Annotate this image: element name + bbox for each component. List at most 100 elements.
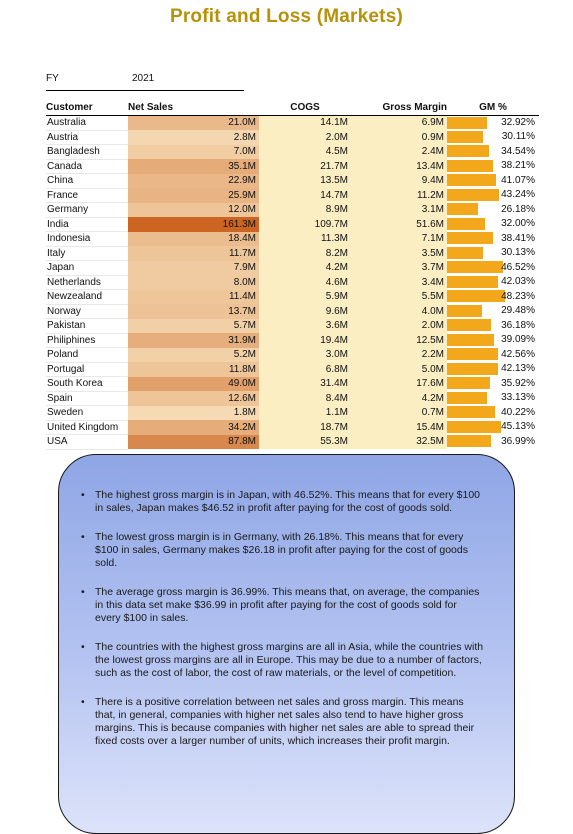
- cell-customer: South Korea: [46, 376, 128, 392]
- gm-bar: [447, 275, 498, 288]
- table-row[interactable]: Italy 11.7M 8.2M 3.5M 30.13%: [46, 246, 539, 261]
- cell-gross-margin: 5.5M: [351, 289, 447, 304]
- cell-net-sales: 12.6M: [128, 391, 259, 406]
- cell-cogs: 11.3M: [259, 231, 351, 246]
- gm-pct-text: 48.23%: [501, 290, 535, 302]
- table-row[interactable]: Sweden 1.8M 1.1M 0.7M 40.22%: [46, 405, 539, 421]
- gm-bar: [447, 304, 482, 317]
- cell-customer: Netherlands: [46, 275, 128, 290]
- header-gm-pct[interactable]: GM %: [447, 100, 539, 116]
- cell-gross-margin: 3.4M: [351, 275, 447, 290]
- cell-gm-pct: 48.23%: [447, 290, 539, 305]
- table-row[interactable]: Indonesia 18.4M 11.3M 7.1M 38.41%: [46, 231, 539, 247]
- table-row[interactable]: France 25.9M 14.7M 11.2M 43.24%: [46, 188, 539, 203]
- gm-bar: [447, 130, 483, 143]
- table-row[interactable]: USA 87.8M 55.3M 32.5M 36.99%: [46, 434, 539, 450]
- cell-gross-margin: 7.1M: [351, 231, 447, 246]
- cell-net-sales: 5.2M: [128, 347, 259, 362]
- table-row[interactable]: Portugal 11.8M 6.8M 5.0M 42.13%: [46, 362, 539, 377]
- cell-net-sales: 7.0M: [128, 144, 259, 159]
- table-row[interactable]: Bangladesh 7.0M 4.5M 2.4M 34.54%: [46, 144, 539, 160]
- cell-customer: Poland: [46, 347, 128, 363]
- table-row[interactable]: China 22.9M 13.5M 9.4M 41.07%: [46, 173, 539, 189]
- insight-item: • The countries with the highest gross ma…: [81, 641, 484, 680]
- cell-gm-pct: 46.52%: [447, 261, 539, 276]
- insight-item: • There is a positive correlation between…: [81, 696, 484, 748]
- cell-net-sales: 13.7M: [128, 304, 259, 319]
- cell-net-sales: 25.9M: [128, 188, 259, 203]
- gm-bar: [447, 188, 499, 201]
- table-row[interactable]: Netherlands 8.0M 4.6M 3.4M 42.03%: [46, 275, 539, 290]
- cell-gross-margin: 6.9M: [351, 115, 447, 130]
- gm-bar: [447, 159, 493, 172]
- table-row[interactable]: Germany 12.0M 8.9M 3.1M 26.18%: [46, 202, 539, 218]
- cell-customer: Bangladesh: [46, 144, 128, 160]
- cell-gm-pct: 38.21%: [447, 159, 539, 174]
- table-row[interactable]: Poland 5.2M 3.0M 2.2M 42.56%: [46, 347, 539, 363]
- cell-customer: United Kingdom: [46, 420, 128, 435]
- table-row[interactable]: Canada 35.1M 21.7M 13.4M 38.21%: [46, 159, 539, 174]
- cell-gm-pct: 26.18%: [447, 203, 539, 218]
- table-row[interactable]: Japan 7.9M 4.2M 3.7M 46.52%: [46, 260, 539, 276]
- cell-customer: Indonesia: [46, 231, 128, 247]
- gm-pct-text: 38.21%: [501, 160, 535, 171]
- table-row[interactable]: Newzealand 11.4M 5.9M 5.5M 48.23%: [46, 289, 539, 305]
- gm-pct-text: 46.52%: [501, 261, 535, 273]
- cell-cogs: 4.2M: [259, 260, 351, 275]
- cell-customer: China: [46, 173, 128, 189]
- cell-customer: Philiphines: [46, 333, 128, 348]
- gm-pct-text: 33.13%: [501, 392, 535, 403]
- cell-gross-margin: 3.7M: [351, 260, 447, 275]
- cell-net-sales: 7.9M: [128, 260, 259, 275]
- cell-gross-margin: 5.0M: [351, 362, 447, 377]
- cell-gross-margin: 2.2M: [351, 347, 447, 362]
- header-customer[interactable]: Customer: [46, 100, 128, 116]
- header-cogs[interactable]: COGS: [259, 100, 351, 116]
- insight-text: The countries with the highest gross mar…: [95, 641, 484, 679]
- table-row[interactable]: United Kingdom 34.2M 18.7M 15.4M 45.13%: [46, 420, 539, 435]
- cell-customer: Pakistan: [46, 318, 128, 334]
- cell-gm-pct: 42.56%: [447, 348, 539, 363]
- cell-cogs: 18.7M: [259, 420, 351, 435]
- cell-gross-margin: 2.0M: [351, 318, 447, 333]
- gm-pct-text: 39.09%: [501, 334, 535, 345]
- cell-net-sales: 8.0M: [128, 275, 259, 290]
- table-row[interactable]: Pakistan 5.7M 3.6M 2.0M 36.18%: [46, 318, 539, 334]
- header-gross-margin[interactable]: Gross Margin: [351, 100, 447, 116]
- cell-net-sales: 2.8M: [128, 130, 259, 145]
- cell-gm-pct: 42.13%: [447, 362, 539, 377]
- cell-net-sales: 31.9M: [128, 333, 259, 348]
- cell-customer: Norway: [46, 304, 128, 319]
- cell-gm-pct: 42.03%: [447, 275, 539, 290]
- table-row[interactable]: Spain 12.6M 8.4M 4.2M 33.13%: [46, 391, 539, 406]
- cell-gm-pct: 43.24%: [447, 188, 539, 203]
- cell-gm-pct: 33.13%: [447, 391, 539, 406]
- insights-callout: • The highest gross margin is in Japan, w…: [58, 454, 515, 834]
- cell-cogs: 3.6M: [259, 318, 351, 333]
- gm-bar: [447, 406, 495, 419]
- cell-gross-margin: 32.5M: [351, 434, 447, 449]
- table-row[interactable]: Austria 2.8M 2.0M 0.9M 30.11%: [46, 130, 539, 145]
- cell-customer: Japan: [46, 260, 128, 276]
- header-net-sales[interactable]: Net Sales: [128, 100, 259, 116]
- gm-bar: [447, 348, 498, 361]
- gm-pct-text: 43.24%: [501, 189, 535, 200]
- gm-bar: [447, 217, 485, 230]
- gm-bar: [447, 362, 498, 375]
- table-row[interactable]: Philiphines 31.9M 19.4M 12.5M 39.09%: [46, 333, 539, 348]
- cell-gross-margin: 0.7M: [351, 405, 447, 420]
- cell-customer: USA: [46, 434, 128, 450]
- cell-customer: Austria: [46, 130, 128, 145]
- fiscal-year-row: FY 2021: [46, 73, 244, 91]
- table-row[interactable]: Australia 21.0M 14.1M 6.9M 32.92%: [46, 115, 539, 131]
- table-row[interactable]: Norway 13.7M 9.6M 4.0M 29.48%: [46, 304, 539, 319]
- cell-gross-margin: 15.4M: [351, 420, 447, 435]
- cell-gross-margin: 51.6M: [351, 217, 447, 232]
- table-row[interactable]: India 161.3M 109.7M 51.6M 32.00%: [46, 217, 539, 232]
- cell-gm-pct: 40.22%: [447, 406, 539, 421]
- cell-net-sales: 21.0M: [128, 115, 259, 130]
- cell-net-sales: 5.7M: [128, 318, 259, 333]
- cell-net-sales: 11.8M: [128, 362, 259, 377]
- table-row[interactable]: South Korea 49.0M 31.4M 17.6M 35.92%: [46, 376, 539, 392]
- gm-pct-text: 35.92%: [501, 377, 535, 389]
